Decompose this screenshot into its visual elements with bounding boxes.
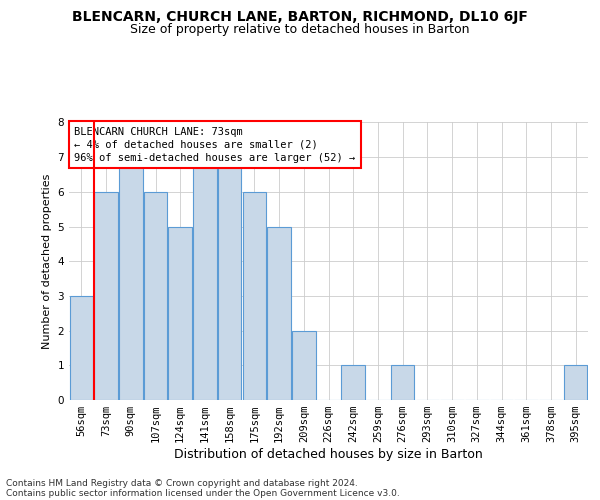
Text: BLENCARN, CHURCH LANE, BARTON, RICHMOND, DL10 6JF: BLENCARN, CHURCH LANE, BARTON, RICHMOND,…: [72, 10, 528, 24]
Text: Contains HM Land Registry data © Crown copyright and database right 2024.: Contains HM Land Registry data © Crown c…: [6, 478, 358, 488]
Text: BLENCARN CHURCH LANE: 73sqm
← 4% of detached houses are smaller (2)
96% of semi-: BLENCARN CHURCH LANE: 73sqm ← 4% of deta…: [74, 126, 355, 163]
Bar: [94, 192, 118, 400]
Bar: [341, 366, 365, 400]
Bar: [144, 192, 167, 400]
Bar: [169, 226, 192, 400]
Text: Contains public sector information licensed under the Open Government Licence v3: Contains public sector information licen…: [6, 488, 400, 498]
Text: Size of property relative to detached houses in Barton: Size of property relative to detached ho…: [130, 22, 470, 36]
Bar: [268, 226, 291, 400]
Bar: [564, 366, 587, 400]
X-axis label: Distribution of detached houses by size in Barton: Distribution of detached houses by size …: [174, 448, 483, 461]
Bar: [242, 192, 266, 400]
Bar: [70, 296, 93, 400]
Bar: [292, 330, 316, 400]
Bar: [218, 157, 241, 400]
Bar: [119, 157, 143, 400]
Bar: [391, 366, 415, 400]
Bar: [193, 157, 217, 400]
Y-axis label: Number of detached properties: Number of detached properties: [42, 174, 52, 349]
